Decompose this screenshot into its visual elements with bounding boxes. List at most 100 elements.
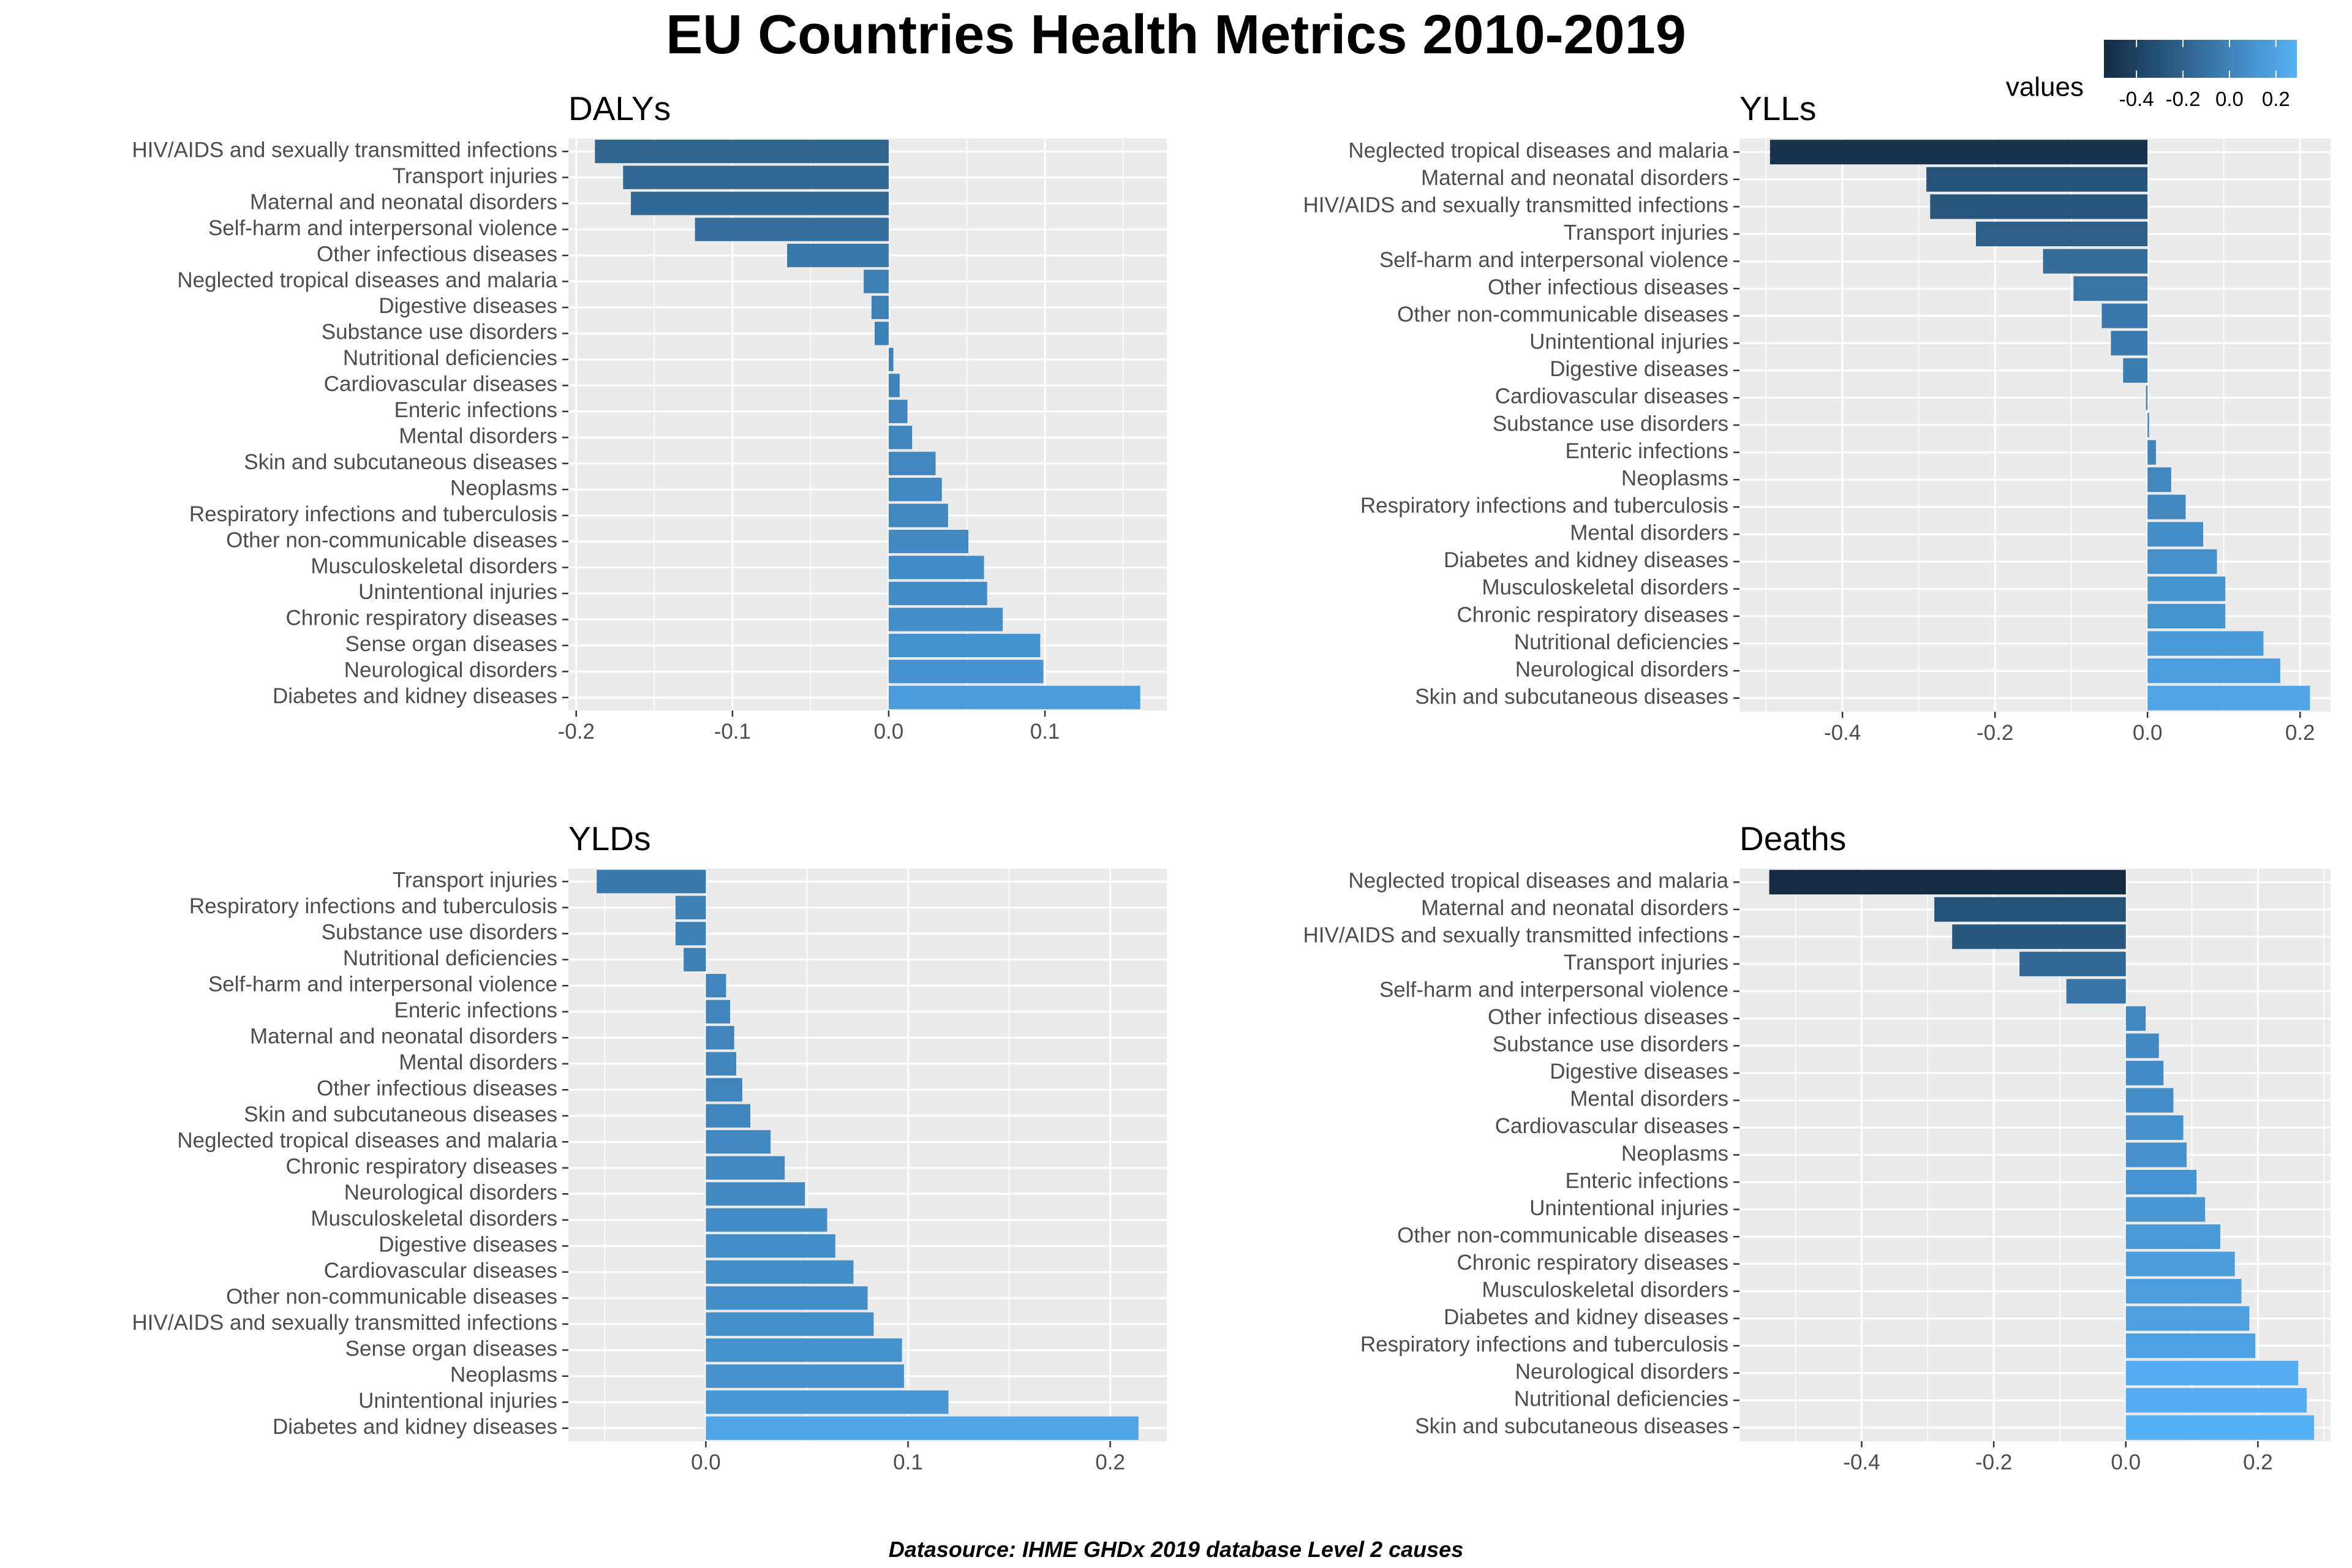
category-label: Neoplasms [1621,466,1728,490]
source-caption: Datasource: IHME GHDx 2019 database Leve… [888,1537,1464,1562]
category-label: Diabetes and kidney diseases [273,1415,557,1439]
bar [2125,1142,2187,1167]
category-label: Other infectious diseases [317,242,557,266]
category-label: Chronic respiratory diseases [285,1155,557,1178]
x-tick-label: 0.2 [2285,721,2315,745]
category-label: Cardiovascular diseases [1495,1114,1728,1138]
chart-title: EU Countries Health Metrics 2010-2019 [666,4,1686,66]
bar [1769,870,2126,895]
category-label: Digestive diseases [379,1233,557,1257]
bar [2147,549,2217,574]
bar [595,140,889,164]
category-label: Chronic respiratory diseases [1457,1251,1728,1275]
category-label: Self-harm and interpersonal violence [208,973,557,997]
bar [706,1234,835,1258]
category-label: Mental disorders [1570,1087,1728,1111]
category-label: Neoplasms [450,1363,557,1387]
bar [1926,167,2148,192]
x-tick-label: 0.0 [2133,721,2163,745]
category-label: Neglected tropical diseases and malaria [177,1129,557,1153]
category-label: Digestive diseases [379,294,557,318]
bar [2147,658,2280,684]
bar [2125,1197,2206,1222]
legend-tick-label: -0.2 [2166,88,2201,110]
category-label: Transport injuries [393,164,557,188]
x-tick-label: -0.4 [1843,1450,1880,1474]
category-label: Sense organ diseases [345,1337,557,1361]
bar [888,608,1003,631]
category-label: Self-harm and interpersonal violence [208,216,557,240]
x-tick-label: 0.0 [874,720,904,744]
bar [2125,1033,2159,1058]
category-label: Enteric infections [1565,439,1728,463]
category-label: Self-harm and interpersonal violence [1379,248,1728,272]
category-label: Unintentional injuries [1529,1196,1728,1220]
category-label: Transport injuries [393,869,557,892]
category-label: Self-harm and interpersonal violence [1379,978,1728,1002]
category-label: Skin and subcutaneous diseases [1415,685,1728,709]
category-label: Digestive diseases [1550,1060,1728,1084]
bar [888,374,900,398]
bar [2019,951,2126,976]
category-label: Cardiovascular diseases [324,372,557,396]
category-label: Maternal and neonatal disorders [250,190,557,214]
bar [2125,1060,2164,1085]
category-label: Other infectious diseases [1488,1005,1728,1029]
category-label: Substance use disorders [322,921,557,944]
bar [2147,467,2171,492]
bar [1770,140,2148,165]
category-label: Unintentional injuries [358,1389,557,1413]
category-label: Unintentional injuries [358,580,557,604]
bar [706,1130,771,1154]
bar [1952,924,2126,949]
bar [706,974,726,998]
bar [2147,412,2149,438]
bar [706,1000,731,1023]
bar [2111,331,2148,356]
category-label: Other non-communicable diseases [1397,1223,1728,1247]
category-label: Other non-communicable diseases [226,1285,557,1309]
legend-title: values [2006,72,2084,102]
panel-ylls: YLLs Neglected tropical diseases and mala… [1303,89,2331,745]
bar [684,948,706,971]
category-label: Unintentional injuries [1529,330,1728,354]
category-label: Respiratory infections and tuberculosis [1360,1332,1728,1356]
category-label: Neglected tropical diseases and malaria [1348,139,1728,163]
bar [2147,685,2310,710]
bar [706,1416,1139,1440]
bar [888,478,942,502]
bar [2123,358,2148,383]
panel-deaths: Deaths Neglected tropical diseases and ma… [1303,820,2331,1474]
category-label: Substance use disorders [1493,1033,1728,1057]
category-label: Other infectious diseases [1488,275,1728,299]
bar [695,217,889,241]
category-label: Transport injuries [1564,221,1728,244]
category-label: Chronic respiratory diseases [1457,603,1728,627]
bar [1930,194,2148,219]
category-label: Musculoskeletal disorders [311,1207,557,1231]
category-label: Enteric infections [1565,1169,1728,1193]
bar [888,347,894,371]
category-label: Diabetes and kidney diseases [273,684,557,708]
category-label: HIV/AIDS and sexually transmitted infect… [1303,194,1728,217]
bar [2066,979,2126,1004]
category-label: Mental disorders [1570,521,1728,545]
bar [2101,303,2148,328]
category-label: Musculoskeletal disorders [1482,1278,1728,1302]
panel-title: YLDs [568,820,651,858]
x-tick-label: -0.4 [1824,721,1861,745]
bar [706,1286,868,1310]
category-label: HIV/AIDS and sexually transmitted infect… [132,1311,557,1335]
category-label: Other infectious diseases [317,1077,557,1101]
bar [2147,631,2264,656]
category-label: Nutritional deficiencies [1514,630,1728,654]
bar [706,1338,902,1362]
bar [623,165,889,189]
bar [871,295,889,320]
category-label: Digestive diseases [1550,357,1728,381]
bar [2147,576,2226,601]
bar [706,1156,785,1180]
category-label: Transport injuries [1564,951,1728,974]
x-tick-label: 0.2 [1095,1450,1125,1474]
